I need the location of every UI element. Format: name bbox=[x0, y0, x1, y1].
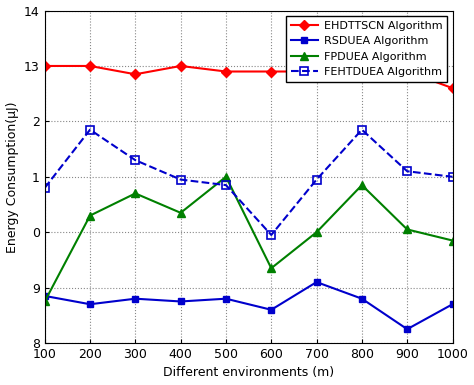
FPDUEA Algorithm bbox=[314, 230, 319, 234]
RSDUEA Algorithm bbox=[87, 302, 93, 306]
RSDUEA Algorithm bbox=[223, 296, 229, 301]
FEHTDUEA Algorithm bbox=[268, 233, 274, 237]
X-axis label: Different environments (m): Different environments (m) bbox=[163, 367, 334, 380]
RSDUEA Algorithm bbox=[268, 308, 274, 312]
FEHTDUEA Algorithm bbox=[133, 158, 138, 162]
FEHTDUEA Algorithm bbox=[87, 127, 93, 132]
FEHTDUEA Algorithm bbox=[314, 177, 319, 182]
EHDTTSCN Algorithm bbox=[268, 69, 274, 74]
EHDTTSCN Algorithm bbox=[450, 86, 456, 90]
RSDUEA Algorithm bbox=[314, 280, 319, 285]
FPDUEA Algorithm bbox=[404, 227, 410, 232]
RSDUEA Algorithm bbox=[133, 296, 138, 301]
FEHTDUEA Algorithm bbox=[178, 177, 183, 182]
Line: EHDTTSCN Algorithm: EHDTTSCN Algorithm bbox=[41, 60, 456, 92]
FEHTDUEA Algorithm bbox=[359, 127, 365, 132]
FPDUEA Algorithm bbox=[223, 174, 229, 179]
Line: RSDUEA Algorithm: RSDUEA Algorithm bbox=[41, 279, 456, 333]
RSDUEA Algorithm bbox=[178, 299, 183, 304]
FEHTDUEA Algorithm bbox=[404, 169, 410, 174]
FPDUEA Algorithm bbox=[450, 238, 456, 243]
RSDUEA Algorithm bbox=[450, 302, 456, 306]
FPDUEA Algorithm bbox=[359, 183, 365, 187]
FPDUEA Algorithm bbox=[133, 191, 138, 196]
FEHTDUEA Algorithm bbox=[223, 183, 229, 187]
Y-axis label: Energy Consumption(μJ): Energy Consumption(μJ) bbox=[6, 101, 18, 253]
EHDTTSCN Algorithm bbox=[133, 72, 138, 77]
FPDUEA Algorithm bbox=[268, 266, 274, 271]
EHDTTSCN Algorithm bbox=[87, 64, 93, 68]
EHDTTSCN Algorithm bbox=[223, 69, 229, 74]
RSDUEA Algorithm bbox=[42, 294, 47, 298]
FPDUEA Algorithm bbox=[42, 299, 47, 304]
EHDTTSCN Algorithm bbox=[404, 69, 410, 74]
EHDTTSCN Algorithm bbox=[178, 64, 183, 68]
FEHTDUEA Algorithm bbox=[450, 174, 456, 179]
Legend: EHDTTSCN Algorithm, RSDUEA Algorithm, FPDUEA Algorithm, FEHTDUEA Algorithm: EHDTTSCN Algorithm, RSDUEA Algorithm, FP… bbox=[286, 16, 447, 82]
RSDUEA Algorithm bbox=[359, 296, 365, 301]
FPDUEA Algorithm bbox=[178, 211, 183, 215]
EHDTTSCN Algorithm bbox=[359, 61, 365, 65]
RSDUEA Algorithm bbox=[404, 327, 410, 331]
EHDTTSCN Algorithm bbox=[42, 64, 47, 68]
FPDUEA Algorithm bbox=[87, 213, 93, 218]
Line: FEHTDUEA Algorithm: FEHTDUEA Algorithm bbox=[41, 126, 456, 239]
EHDTTSCN Algorithm bbox=[314, 69, 319, 74]
FEHTDUEA Algorithm bbox=[42, 186, 47, 190]
Line: FPDUEA Algorithm: FPDUEA Algorithm bbox=[41, 172, 456, 306]
